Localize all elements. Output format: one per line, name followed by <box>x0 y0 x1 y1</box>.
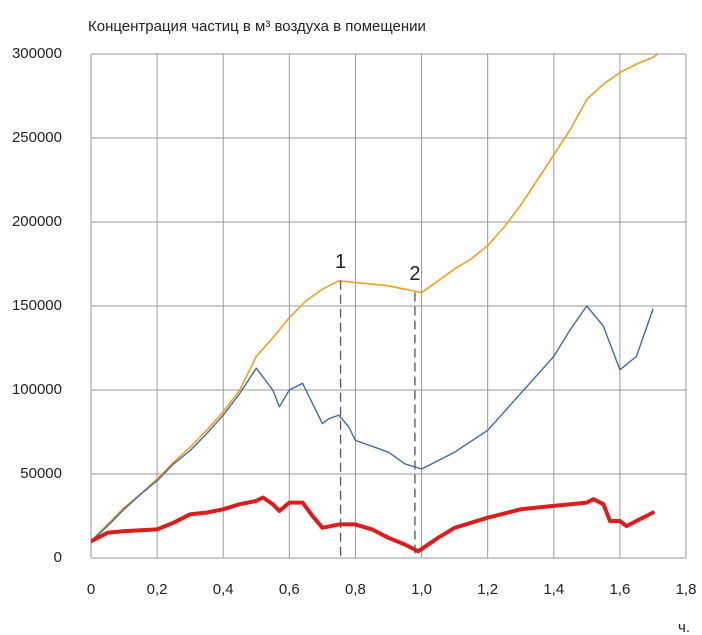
x-tick-label: 1,2 <box>477 581 498 598</box>
x-tick-label: 1,0 <box>411 581 432 598</box>
plot-area <box>91 54 660 554</box>
y-tick-label: 300000 <box>12 45 62 62</box>
x-tick-label: 0,2 <box>147 581 168 598</box>
x-tick-label: 1,4 <box>543 581 564 598</box>
y-tick-label: 150000 <box>12 297 62 314</box>
y-tick-label: 200000 <box>12 213 62 230</box>
x-tick-label: 0,6 <box>279 581 300 598</box>
y-tick-label: 100000 <box>12 381 62 398</box>
x-tick-label: 0,8 <box>345 581 366 598</box>
annotation-label: 2 <box>409 263 420 285</box>
x-tick-label: 1,6 <box>609 581 630 598</box>
x-tick-label: 0,4 <box>213 581 234 598</box>
line-series <box>91 305 654 542</box>
y-tick-label: 0 <box>54 549 62 566</box>
y-tick-label: 250000 <box>12 129 62 146</box>
x-tick-label: 1,8 <box>676 581 697 598</box>
x-axis-label: ч. <box>678 619 690 635</box>
annotation-label: 1 <box>335 251 346 273</box>
x-tick-label: 0 <box>87 581 95 598</box>
line-series <box>91 495 655 554</box>
y-tick-label: 50000 <box>20 465 62 482</box>
line-series <box>91 54 660 542</box>
chart-title: Концентрация частиц в м³ воздуха в помещ… <box>88 18 426 35</box>
